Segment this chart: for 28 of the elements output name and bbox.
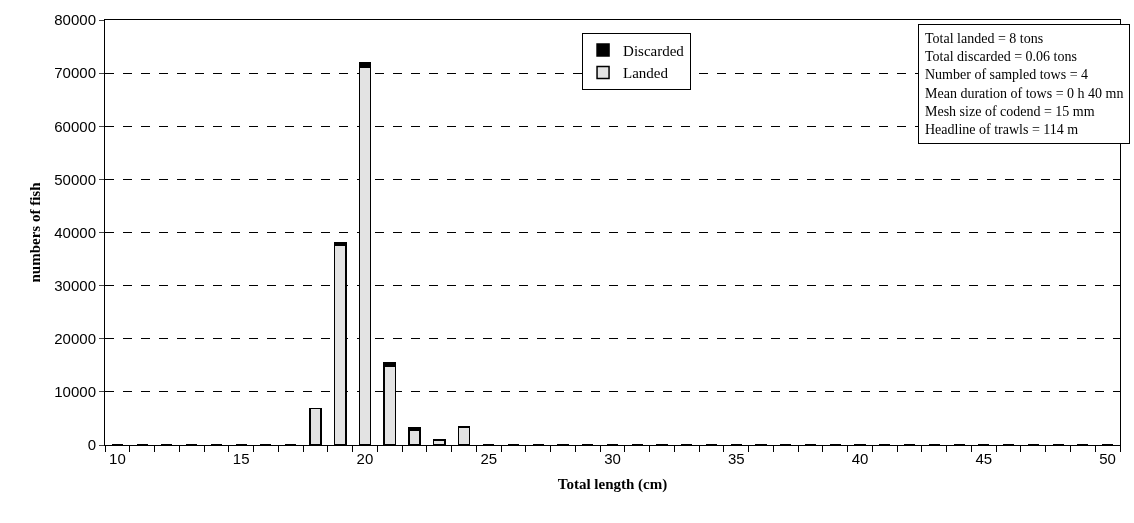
x-axis-title: Total length (cm) [557,476,668,493]
y-tick-label: 0 [87,436,96,454]
legend-label: Landed [623,65,669,82]
x-tick-label: 15 [232,450,250,467]
x-tick-label: 50 [1099,450,1116,467]
y-tick-label: 30000 [54,276,96,294]
y-tick-label: 20000 [54,330,96,347]
y-tick-label: 50000 [54,170,96,188]
y-tick-label: 40000 [54,223,96,241]
legend-label: Discarded [623,42,685,59]
annotation: Mean duration of tows = 0 h 40 mn [925,85,1124,101]
annotation: Mesh size of codend = 15 mm [925,103,1095,119]
y-tick-label: 10000 [54,383,96,401]
annotation: Headline of trawls = 114 m [925,122,1079,137]
x-tick-label: 40 [851,450,869,467]
annotation: Total discarded = 0.06 tons [925,49,1077,65]
y-tick-label: 60000 [54,117,96,135]
y-axis-title: numbers of fish [26,181,43,283]
x-tick-label: 10 [109,450,126,467]
y-tick-label: 70000 [54,64,96,82]
x-tick-label: 45 [975,450,993,467]
y-tick-label: 80000 [54,11,96,29]
x-tick-label: 25 [480,450,498,467]
x-tick-label: 35 [727,450,745,467]
annotation: Total landed = 8 tons [925,31,1044,46]
x-tick-label: 20 [356,450,374,467]
x-tick-label: 30 [604,450,621,467]
annotation: Number of sampled tows = 4 [925,67,1089,83]
